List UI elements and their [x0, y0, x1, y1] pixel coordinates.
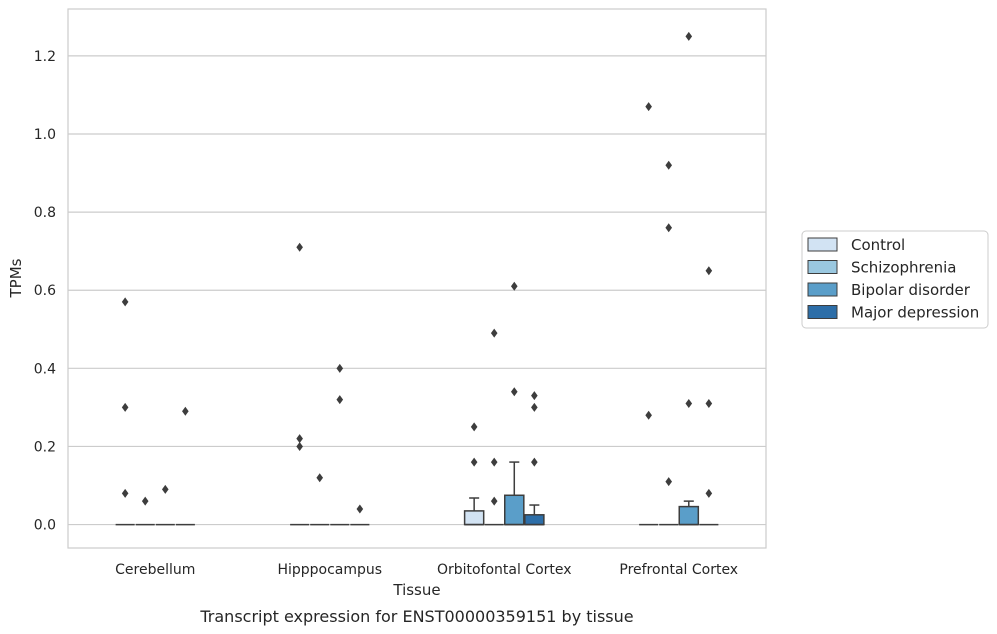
outliers	[121, 31, 713, 514]
outlier-point	[531, 457, 538, 467]
outlier-point	[665, 160, 673, 170]
legend-swatch	[807, 305, 838, 319]
outlier-point	[645, 410, 652, 420]
box-body	[678, 505, 700, 526]
legend-swatch	[807, 260, 838, 274]
box-control	[463, 497, 485, 526]
outlier-point	[121, 488, 129, 498]
outlier-point	[336, 395, 344, 405]
legend-label: Schizophrenia	[851, 259, 956, 277]
outlier-point	[296, 441, 303, 451]
outlier-point	[490, 457, 498, 467]
outlier-point	[470, 457, 478, 467]
grid-lines	[68, 55, 766, 526]
outlier-point	[296, 242, 303, 252]
outlier-point	[161, 484, 169, 494]
outlier-point	[316, 473, 324, 483]
outlier-point	[705, 488, 713, 498]
y-tick-label: 1.0	[34, 127, 56, 143]
y-axis-label: TPMs	[7, 258, 25, 298]
outlier-point	[121, 297, 129, 307]
outlier-point	[510, 387, 518, 397]
plot-frame	[67, 8, 767, 549]
legend-swatch	[807, 282, 838, 297]
legend-label: Control	[851, 236, 905, 254]
legend-swatch	[807, 237, 838, 252]
chart-caption: Transcript expression for ENST0000035915…	[199, 607, 633, 626]
x-tick-label: Hipppocampus	[277, 562, 382, 578]
outlier-point	[531, 391, 538, 401]
box-body	[504, 494, 525, 526]
y-tick-label: 0.6	[34, 283, 56, 299]
box-body	[463, 510, 485, 526]
x-tick-labels: Cerebellum Hipppocampus Orbitofontal Corte…	[115, 562, 738, 578]
legend-label: Major depression	[851, 304, 979, 322]
outlier-point	[141, 496, 149, 506]
y-tick-label: 0.8	[34, 205, 56, 221]
box-bipolar-disorder	[678, 500, 700, 526]
y-tick-label: 0.2	[34, 439, 56, 455]
outlier-point	[510, 281, 518, 291]
outlier-point	[705, 266, 713, 276]
outlier-point	[685, 398, 693, 408]
outlier-point	[490, 496, 498, 506]
box-body	[524, 514, 545, 526]
outlier-point	[336, 363, 344, 373]
x-tick-label: Orbitofontal Cortex	[437, 562, 572, 578]
legend-frame	[801, 230, 989, 329]
outlier-point	[182, 406, 189, 416]
y-tick-label: 0.0	[34, 518, 56, 534]
outlier-point	[296, 434, 303, 444]
outlier-point	[645, 102, 652, 112]
outlier-point	[470, 422, 478, 432]
x-tick-label: Cerebellum	[115, 562, 195, 578]
outlier-point	[685, 31, 693, 41]
box-bipolar-disorder	[504, 461, 525, 526]
outlier-point	[665, 477, 673, 487]
outlier-point	[490, 328, 498, 338]
boxes	[115, 461, 719, 526]
x-tick-label: Prefrontal Cortex	[619, 562, 738, 578]
box-major-depression	[524, 504, 545, 526]
x-axis-label: Tissue	[392, 581, 440, 599]
y-tick-label: 0.4	[34, 361, 56, 377]
outlier-point	[531, 402, 538, 412]
outlier-point	[705, 398, 713, 408]
outlier-point	[356, 504, 364, 514]
y-tick-labels: 0.0 0.2 0.4 0.6 0.8 1.0 1.2	[34, 49, 56, 534]
outlier-point	[665, 223, 673, 233]
legend: Control Schizophrenia Bipolar disorder Majo…	[801, 230, 989, 329]
outlier-point	[121, 402, 129, 412]
legend-label: Bipolar disorder	[851, 281, 971, 299]
y-tick-label: 1.2	[34, 49, 56, 65]
